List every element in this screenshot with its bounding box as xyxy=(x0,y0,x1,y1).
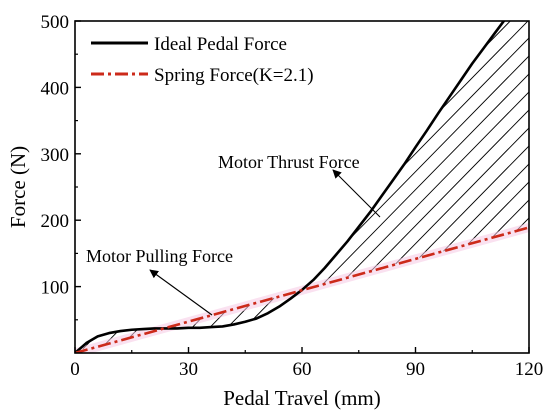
y-tick-label: 200 xyxy=(41,211,70,232)
hatch-line xyxy=(401,37,529,168)
series-lines xyxy=(75,21,529,353)
y-tick-label: 400 xyxy=(41,78,70,99)
x-tick-label: 120 xyxy=(515,359,544,380)
x-tick-label: 30 xyxy=(179,359,198,380)
annotation-thrust-arrow xyxy=(332,169,381,218)
hatch-line xyxy=(395,127,529,265)
legend-label-spring: Spring Force(K=2.1) xyxy=(154,65,314,86)
hatch-line xyxy=(467,181,529,245)
annotations: Motor Thrust Force Motor Pulling Force xyxy=(86,152,381,316)
annotation-pulling-label: Motor Pulling Force xyxy=(86,246,233,266)
x-axis-label: Pedal Travel (mm) xyxy=(223,386,381,410)
hatch-line xyxy=(443,163,529,252)
x-tick-label: 60 xyxy=(293,359,312,380)
hatch-line xyxy=(419,145,529,258)
ideal-pedal-force-line xyxy=(75,21,506,353)
hatch-line xyxy=(322,73,529,285)
hatch-line xyxy=(439,21,529,112)
hatch-line xyxy=(370,109,529,272)
hatch-line xyxy=(346,91,529,278)
tick-labels: 0 30 60 90 120 100 200 300 400 500 xyxy=(41,12,544,380)
x-tick-label: 90 xyxy=(406,359,425,380)
annotation-thrust-label: Motor Thrust Force xyxy=(218,152,360,172)
annotation-pulling-arrow xyxy=(149,269,213,316)
axis-ticks xyxy=(74,20,530,353)
y-tick-label: 500 xyxy=(41,12,70,33)
y-tick-label: 300 xyxy=(41,145,70,166)
legend: Ideal Pedal Force Spring Force(K=2.1) xyxy=(91,34,314,86)
hatch-region xyxy=(82,21,529,350)
x-tick-label: 0 xyxy=(70,359,80,380)
hatch-line xyxy=(348,55,529,240)
y-axis-label: Force (N) xyxy=(6,146,30,228)
plot-area xyxy=(75,21,529,353)
y-tick-label: 100 xyxy=(41,278,70,299)
hatch-line xyxy=(483,21,511,49)
legend-label-ideal: Ideal Pedal Force xyxy=(154,34,287,55)
spring-force-line xyxy=(75,226,529,353)
